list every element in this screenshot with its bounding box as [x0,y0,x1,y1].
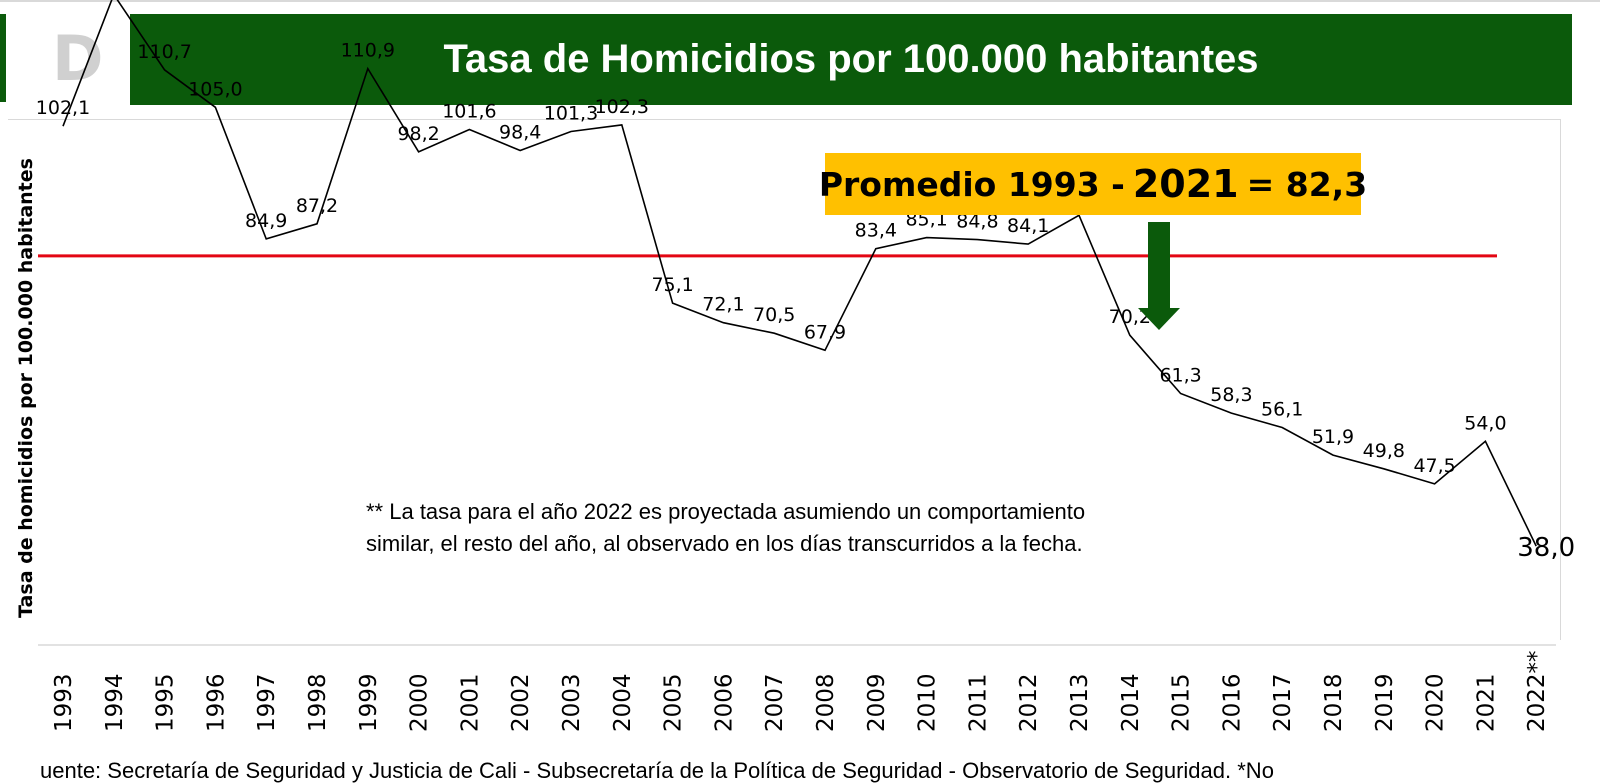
data-label-2007: 70,5 [753,304,795,326]
projection-note: ** La tasa para el año 2022 es proyectad… [366,496,1226,560]
x-tick-label-2022: 2022** [1524,650,1550,732]
data-label-2021: 54,0 [1464,412,1506,434]
arrow-shaft [1148,222,1170,310]
average-callout-value: = 82,3 [1246,164,1368,204]
page-title: Tasa de Homicidios por 100.000 habitante… [443,37,1259,81]
x-tick-label-1998: 1998 [305,673,331,732]
x-tick-labels: 1993 1994 1995 1996 1997 1998 1999 2000 2001 2002… [51,650,1550,732]
projection-note-line2: similar, el resto del año, al observado … [366,531,1083,556]
x-tick-label-1999: 1999 [356,673,382,732]
x-tick-label-2005: 2005 [661,673,687,732]
x-tick-label-2010: 2010 [915,673,941,732]
x-tick-label-1993: 1993 [51,673,77,732]
data-label-2019: 49,8 [1363,440,1405,462]
average-callout: Promedio 1993 - 2021 = 82,3 [819,153,1367,215]
top-rule [0,0,1600,2]
data-labels: 102,1122,2110,7105,084,987,2110,998,2101… [36,40,1575,563]
source-footnote: uente: Secretaría de Seguridad y Justici… [40,758,1274,783]
x-tick-label-2004: 2004 [610,673,636,732]
average-callout-year: 2021 [1132,162,1239,206]
data-label-2022: 38,0 [1517,533,1575,563]
x-tick-label-2000: 2000 [407,673,433,732]
x-tick-label-2019: 2019 [1372,673,1398,732]
x-tick-label-2021: 2021 [1473,673,1499,732]
x-tick-label-2018: 2018 [1321,673,1347,732]
data-label-1998: 87,2 [296,195,338,217]
data-label-2002: 98,4 [499,121,541,143]
data-label-1996: 105,0 [188,78,242,100]
x-tick-label-2015: 2015 [1169,673,1195,732]
data-label-2014: 70,2 [1109,306,1151,328]
arrow-head [1138,308,1180,330]
x-tick-label-2009: 2009 [864,673,890,732]
x-tick-label-2011: 2011 [965,673,991,732]
x-tick-label-1994: 1994 [102,673,128,732]
x-tick-label-2002: 2002 [508,673,534,732]
x-tick-label-2006: 2006 [711,673,737,732]
data-label-2020: 47,5 [1413,455,1455,477]
data-label-1999: 110,9 [341,40,395,62]
data-label-2011: 84,8 [956,211,998,233]
data-label-2012: 84,1 [1007,215,1049,237]
x-tick-label-2020: 2020 [1423,673,1449,732]
data-label-1993: 102,1 [36,97,90,119]
x-tick-label-1996: 1996 [203,673,229,732]
x-tick-label-2007: 2007 [762,673,788,732]
data-label-2017: 56,1 [1261,399,1303,421]
data-label-1995: 110,7 [137,41,191,63]
x-tick-label-2017: 2017 [1270,673,1296,732]
data-label-2000: 98,2 [397,123,439,145]
data-label-2005: 75,1 [651,274,693,296]
x-tick-label-2008: 2008 [813,673,839,732]
logo: D [52,22,104,95]
x-tick-label-1997: 1997 [254,673,280,732]
x-tick-label-2013: 2013 [1067,673,1093,732]
x-tick-label-2003: 2003 [559,673,585,732]
x-tick-label-2014: 2014 [1118,673,1144,732]
arrow-down-icon [1138,222,1180,330]
data-label-2008: 67,9 [804,321,846,343]
title-banner: Tasa de Homicidios por 100.000 habitante… [130,14,1572,105]
x-tick-label-2012: 2012 [1016,673,1042,732]
header-accent-bar [0,14,6,102]
x-tick-label-2001: 2001 [457,673,483,732]
data-label-2015: 61,3 [1159,364,1201,386]
y-axis-label: Tasa de homicidios por 100.000 habitante… [15,158,37,618]
chart-frame [8,119,1561,640]
data-label-2018: 51,9 [1312,426,1354,448]
x-tick-label-1995: 1995 [153,673,179,732]
data-label-2004: 102,3 [595,96,649,118]
data-label-2009: 83,4 [855,220,897,242]
data-label-2003: 101,3 [544,102,598,124]
data-label-1997: 84,9 [245,210,287,232]
projection-note-line1: ** La tasa para el año 2022 es proyectad… [366,499,1086,524]
data-label-2006: 72,1 [702,294,744,316]
data-label-2016: 58,3 [1210,384,1252,406]
average-callout-prefix: Promedio 1993 - [818,164,1125,204]
x-tick-label-2016: 2016 [1219,673,1245,732]
series-line-homicide-rate [62,0,1537,547]
data-label-2001: 101,6 [442,101,496,123]
